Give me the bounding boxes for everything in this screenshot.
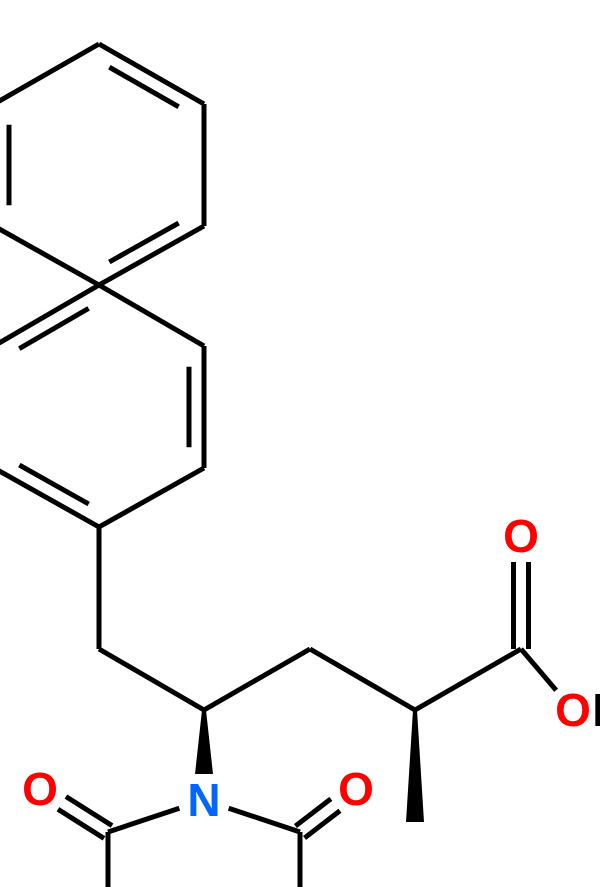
n-atom: N [187, 774, 220, 826]
o-atom: O [22, 763, 58, 815]
o-atom: O [338, 763, 374, 815]
chemical-structure: OOHNOO [0, 0, 600, 887]
o-atom: O [503, 510, 539, 562]
h-atom: H [592, 684, 600, 736]
o-atom: O [555, 684, 591, 736]
